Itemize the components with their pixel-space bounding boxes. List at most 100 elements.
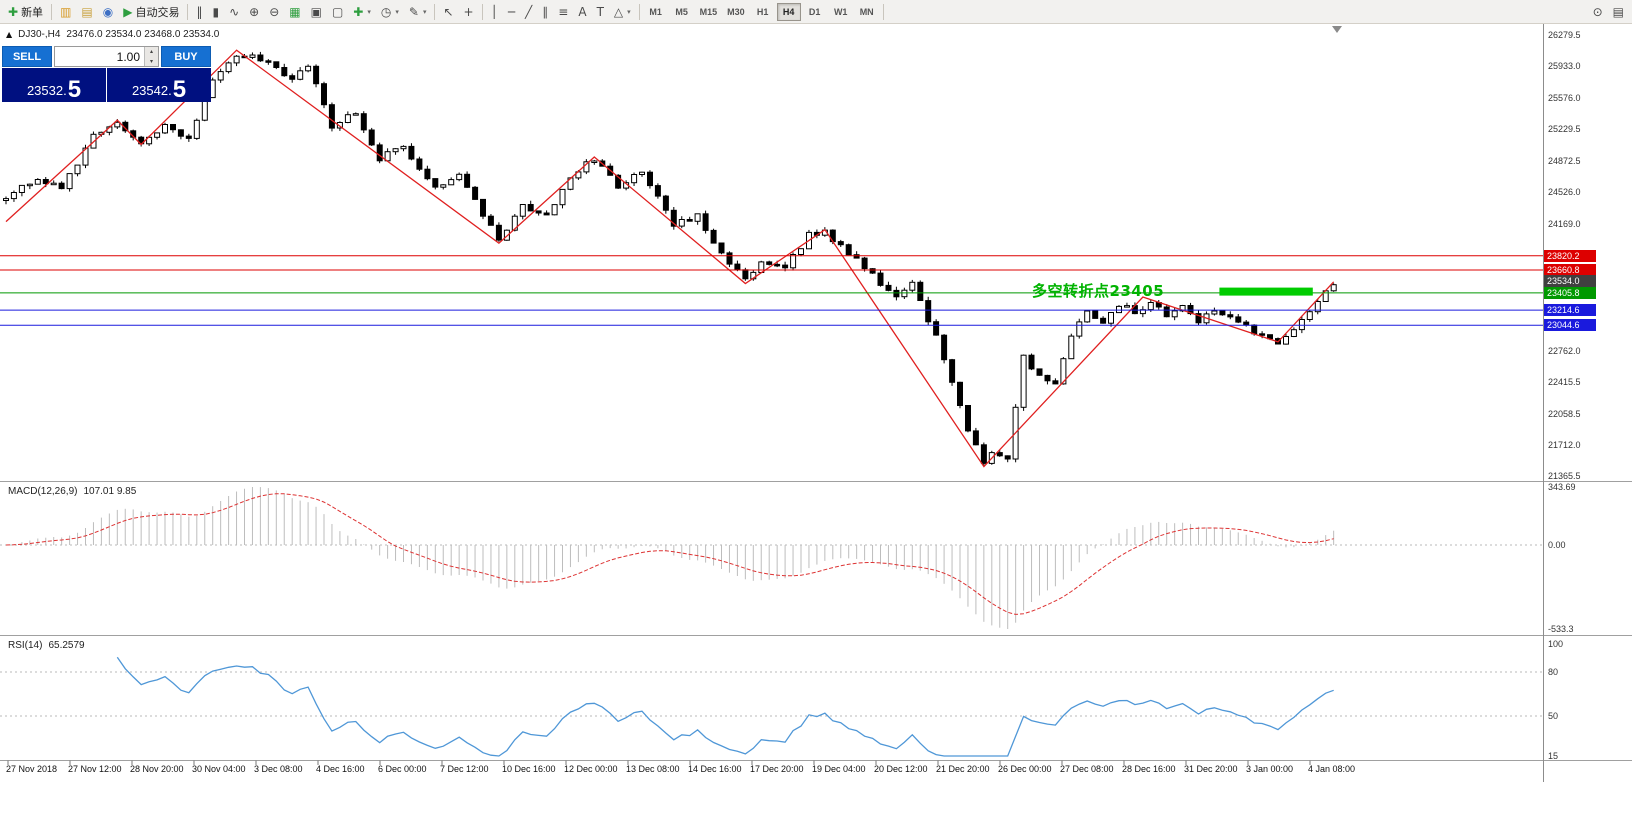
macd-histogram — [13, 487, 1335, 629]
price-axis-tick[interactable]: 24169.0 — [1548, 219, 1581, 230]
time-axis-label[interactable]: 20 Dec 12:00 — [874, 764, 928, 774]
line-chart-button[interactable]: ∿ — [224, 2, 244, 22]
price-axis-tick[interactable]: 25229.5 — [1548, 124, 1581, 135]
main-toolbar: ✚ 新单 ▥ ▤ ◉ ▶ 自动交易 ‖ ▮ ∿ ⊕ ⊖ ▦ ▣ ▢ ✚ ▾ ◷ ▾ ✎ ▾ ↖ + │ ─ ╱ ∥ ≡ A T △ ▾ M1 M5… — [0, 0, 1632, 24]
price-axis-tick[interactable]: 25576.0 — [1548, 93, 1581, 104]
time-axis-label[interactable]: 28 Dec 16:00 — [1122, 764, 1176, 774]
shapes-dropdown[interactable]: △ ▾ — [609, 2, 636, 22]
time-axis-label[interactable]: 26 Dec 00:00 — [998, 764, 1052, 774]
arrange-windows-button[interactable]: ▢ — [327, 2, 348, 22]
text-button[interactable]: A — [573, 2, 591, 22]
new-chart-button[interactable]: ▥ — [55, 2, 76, 22]
timeframe-H4-button[interactable]: H4 — [776, 2, 801, 21]
new-chart-icon: ▥ — [60, 4, 72, 19]
time-axis-label[interactable]: 31 Dec 20:00 — [1184, 764, 1238, 774]
candlestick-chart-button[interactable]: ▮ — [207, 2, 224, 22]
periods-dropdown[interactable]: ◷ ▾ — [376, 2, 404, 22]
tile-windows-button[interactable]: ▦ — [284, 2, 305, 22]
timeframe-MN-button[interactable]: MN — [859, 6, 874, 17]
price-axis-tick[interactable]: 25933.0 — [1548, 61, 1581, 72]
channel-button[interactable]: ∥ — [537, 2, 553, 22]
hline-button[interactable]: ─ — [503, 2, 520, 22]
time-axis-label[interactable]: 13 Dec 08:00 — [626, 764, 680, 774]
time-axis-label[interactable]: 10 Dec 16:00 — [502, 764, 556, 774]
search-button[interactable]: ⊙ — [1588, 2, 1608, 22]
autotrade-icon: ▶ — [123, 4, 133, 19]
vline-button[interactable]: │ — [486, 2, 503, 22]
new-order-button-label: 新单 — [21, 6, 44, 19]
rsi-axis-label[interactable]: 80 — [1548, 667, 1559, 677]
time-axis-label[interactable]: 17 Dec 20:00 — [750, 764, 804, 774]
autotrade-button[interactable]: ▶ 自动交易 — [118, 2, 184, 22]
time-axis-label[interactable]: 14 Dec 16:00 — [688, 764, 742, 774]
timeframe-M1-button[interactable]: M1 — [649, 6, 662, 17]
trendline-button[interactable]: ╱ — [520, 2, 537, 22]
time-axis-label[interactable]: 19 Dec 04:00 — [812, 764, 866, 774]
new-chart-dropdown[interactable]: ✚ ▾ — [348, 2, 376, 22]
lot-size-input[interactable]: 1.00 — [116, 49, 140, 64]
price-axis-tick[interactable]: 22058.5 — [1548, 408, 1581, 419]
macd-axis-label[interactable]: 343.69 — [1548, 482, 1576, 492]
new-order-button[interactable]: ✚ 新单 — [3, 2, 48, 22]
zoom-out-button[interactable]: ⊖ — [264, 2, 284, 22]
timeframe-M30-button[interactable]: M30 — [727, 6, 745, 17]
price-axis-tick[interactable]: 21712.0 — [1548, 439, 1581, 450]
data-window-button[interactable]: ◉ — [98, 2, 118, 22]
timeframe-M15-button[interactable]: M15 — [699, 6, 718, 17]
macd-axis-label[interactable]: 0.00 — [1548, 540, 1566, 550]
profiles-button[interactable]: ▤ — [76, 2, 97, 22]
time-axis-label[interactable]: 6 Dec 00:00 — [378, 764, 427, 774]
price-axis-tick[interactable]: 22762.0 — [1548, 345, 1581, 356]
rsi-axis-label[interactable]: 15 — [1548, 751, 1559, 761]
cascade-windows-icon: ▣ — [310, 4, 322, 19]
lot-increase-button[interactable]: ▴ — [145, 47, 158, 57]
buy-button[interactable]: BUY — [161, 46, 211, 67]
price-axis-tick[interactable]: 24872.5 — [1548, 156, 1581, 167]
price-axis-tick[interactable]: 26279.5 — [1548, 30, 1581, 40]
macd-legend: MACD(12,26,9) 107.01 9.85 — [8, 486, 136, 497]
time-axis-label[interactable]: 12 Dec 00:00 — [564, 764, 618, 774]
time-axis-label[interactable]: 7 Dec 12:00 — [440, 764, 489, 774]
sell-price-display[interactable]: 23532. 5 — [2, 68, 106, 102]
fibonacci-button[interactable]: ≡ — [553, 2, 573, 22]
price-axis-tick[interactable]: 21365.5 — [1548, 471, 1581, 481]
sell-button[interactable]: SELL — [2, 46, 52, 67]
zoom-in-button[interactable]: ⊕ — [244, 2, 264, 22]
layout-button[interactable]: ▤ — [1608, 2, 1629, 22]
one-click-toggle-icon[interactable]: ▲ — [6, 30, 13, 39]
cursor-button[interactable]: ↖ — [438, 2, 458, 22]
one-click-trading-panel: SELL 1.00 ▴ ▾ BUY 23532. 5 23542. 5 — [2, 46, 211, 102]
lot-decrease-button[interactable]: ▾ — [145, 56, 158, 66]
chart-canvas[interactable] — [0, 24, 1632, 814]
time-axis-label[interactable]: 30 Nov 04:00 — [192, 764, 246, 774]
timeframe-H1-button[interactable]: H1 — [756, 6, 769, 17]
chart-legend: ▲ DJ30-,H4 23476.0 23534.0 23468.0 23534… — [6, 29, 219, 40]
rsi-axis-label[interactable]: 50 — [1548, 711, 1559, 721]
tile-windows-icon: ▦ — [289, 4, 301, 19]
time-axis-label[interactable]: 4 Jan 08:00 — [1308, 764, 1356, 774]
price-axis-tick[interactable]: 22415.5 — [1548, 376, 1581, 387]
crosshair-button[interactable]: + — [459, 2, 479, 22]
time-axis-label[interactable]: 28 Nov 20:00 — [130, 764, 184, 774]
price-axis-tick[interactable]: 24526.0 — [1548, 187, 1581, 198]
macd-axis-label[interactable]: -533.3 — [1548, 624, 1574, 634]
templates-dropdown[interactable]: ✎ ▾ — [404, 2, 432, 22]
hline-price-label: 23044.6 — [1544, 319, 1596, 332]
timeframe-M5-button[interactable]: M5 — [675, 6, 688, 17]
lot-size-field: 1.00 ▴ ▾ — [54, 46, 159, 67]
time-axis-label[interactable]: 3 Jan 00:00 — [1246, 764, 1294, 774]
timeframe-D1-button[interactable]: D1 — [808, 6, 821, 17]
time-axis-label[interactable]: 27 Nov 2018 — [6, 764, 58, 774]
time-axis-label[interactable]: 27 Dec 08:00 — [1060, 764, 1114, 774]
time-axis-label[interactable]: 4 Dec 16:00 — [316, 764, 365, 774]
cascade-windows-button[interactable]: ▣ — [306, 2, 327, 22]
timeframe-W1-button[interactable]: W1 — [833, 6, 848, 17]
label-button[interactable]: T — [592, 2, 609, 22]
bar-chart-button[interactable]: ‖ — [191, 2, 207, 22]
trendline-icon: ╱ — [525, 4, 533, 19]
time-axis-label[interactable]: 21 Dec 20:00 — [936, 764, 990, 774]
time-axis-label[interactable]: 27 Nov 12:00 — [68, 764, 122, 774]
buy-price-display[interactable]: 23542. 5 — [107, 68, 211, 102]
rsi-axis-label[interactable]: 100 — [1548, 639, 1564, 649]
time-axis-label[interactable]: 3 Dec 08:00 — [254, 764, 303, 774]
